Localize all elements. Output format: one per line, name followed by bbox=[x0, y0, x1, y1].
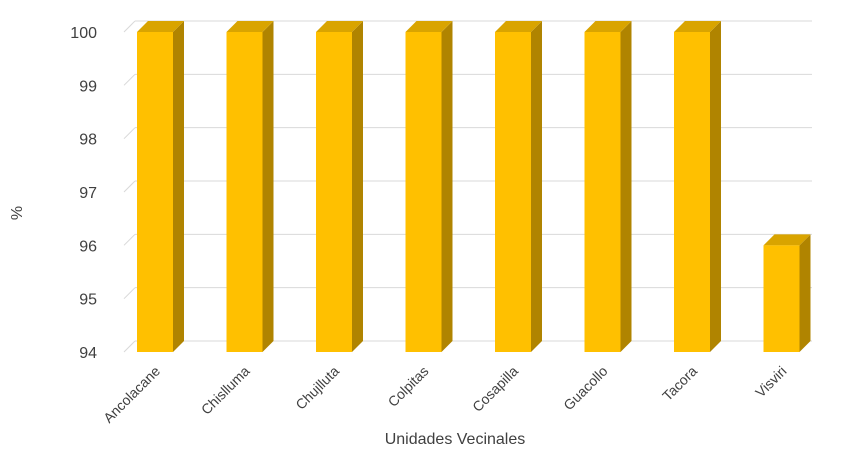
gridline-depth bbox=[123, 20, 136, 33]
bar-front bbox=[137, 32, 173, 352]
x-tick-label: Chislluma bbox=[198, 363, 253, 418]
bar bbox=[763, 234, 811, 352]
gridline-depth bbox=[123, 340, 136, 353]
bar-top bbox=[137, 21, 184, 32]
y-tick-label: 99 bbox=[79, 78, 97, 95]
y-tick-label: 98 bbox=[79, 132, 97, 149]
gridline-depth bbox=[123, 127, 136, 140]
bar-front bbox=[405, 32, 442, 352]
x-tick-label: Visviri bbox=[752, 363, 790, 401]
gridline-depth bbox=[123, 73, 136, 86]
bar-front bbox=[584, 32, 621, 352]
bar-side bbox=[620, 21, 632, 352]
bars bbox=[137, 21, 811, 352]
x-tick-label: Colpitas bbox=[385, 363, 432, 410]
x-tick-label: Ancolacane bbox=[100, 363, 163, 426]
bar-top bbox=[495, 21, 542, 32]
bar-side bbox=[710, 21, 721, 352]
bar bbox=[316, 21, 363, 352]
bar-front bbox=[226, 32, 263, 352]
gridline-depth bbox=[123, 287, 136, 300]
bar bbox=[584, 21, 632, 352]
bar-side bbox=[352, 21, 363, 352]
y-axis-ticks: 94 95 96 97 98 99 100 bbox=[70, 25, 97, 362]
y-tick-label: 97 bbox=[79, 185, 97, 202]
bar bbox=[674, 21, 721, 352]
bar-top bbox=[674, 21, 721, 32]
y-tick-label: 100 bbox=[70, 25, 97, 42]
bar-top bbox=[316, 21, 363, 32]
bar bbox=[137, 21, 184, 352]
x-tick-label: Tacora bbox=[659, 363, 700, 404]
x-tick-label: Chujlluta bbox=[292, 363, 342, 413]
bar bbox=[405, 21, 453, 352]
bar-top bbox=[405, 21, 453, 32]
y-axis-title: % bbox=[9, 206, 26, 220]
bar-side bbox=[173, 21, 184, 352]
bar-top bbox=[763, 234, 811, 246]
bar bbox=[226, 21, 274, 352]
bar-front bbox=[316, 32, 352, 352]
bar-top bbox=[226, 21, 274, 32]
bar-top bbox=[584, 21, 632, 32]
x-axis-title: Unidades Vecinales bbox=[385, 431, 526, 448]
x-tick-label: Guacollo bbox=[560, 363, 611, 414]
y-tick-label: 96 bbox=[79, 238, 97, 255]
x-tick-label: Cosapilla bbox=[469, 363, 521, 415]
bar-side bbox=[531, 21, 542, 352]
bar bbox=[495, 21, 542, 352]
gridline-depth bbox=[123, 233, 136, 246]
bar-side bbox=[262, 21, 274, 352]
bar-front bbox=[763, 245, 800, 352]
gridline-depth bbox=[123, 180, 136, 193]
bar-front bbox=[495, 32, 531, 352]
y-tick-label: 94 bbox=[79, 345, 97, 362]
bar-side bbox=[799, 234, 811, 352]
x-axis-ticks: Ancolacane Chislluma Chujlluta Colpitas Cosa… bbox=[100, 363, 790, 426]
y-tick-label: 95 bbox=[79, 292, 97, 309]
bar-side bbox=[441, 21, 453, 352]
bar-front bbox=[674, 32, 710, 352]
